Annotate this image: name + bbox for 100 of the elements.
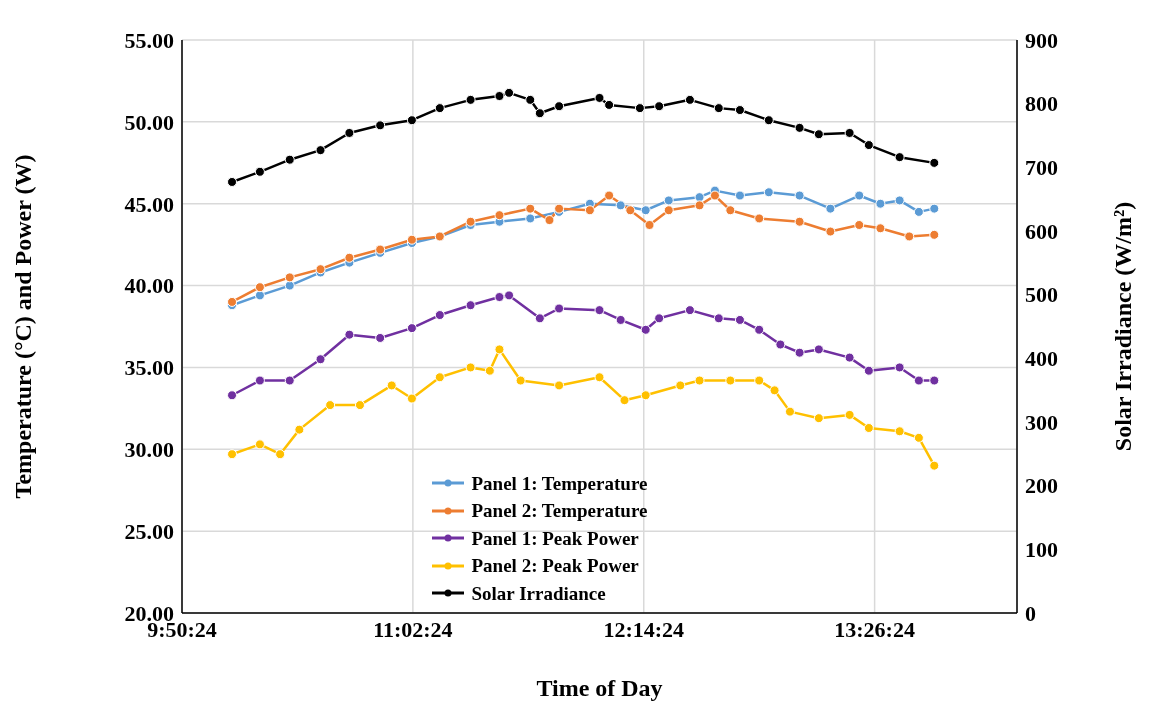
x-tick-label: 13:26:24 (834, 616, 915, 642)
point (275, 449, 286, 460)
point (544, 215, 555, 226)
point (775, 339, 786, 350)
point (894, 362, 905, 373)
point (640, 324, 651, 335)
point (227, 296, 238, 307)
point (494, 210, 505, 221)
point (515, 375, 526, 386)
point (894, 195, 905, 206)
y2-tick-label: 600 (1025, 218, 1058, 244)
y-tick-label: 40.00 (124, 273, 174, 299)
point (584, 205, 595, 216)
point (825, 226, 836, 237)
point (794, 122, 805, 133)
point (904, 231, 915, 242)
point (494, 344, 505, 355)
point (525, 94, 536, 105)
point (913, 375, 924, 386)
point (854, 190, 865, 201)
point (894, 426, 905, 437)
legend-label: Panel 2: Peak Power (471, 554, 639, 578)
point (465, 300, 476, 311)
point (344, 329, 355, 340)
point (284, 375, 295, 386)
point (663, 205, 674, 216)
point (725, 205, 736, 216)
point (929, 229, 940, 240)
point (844, 127, 855, 138)
point (554, 101, 565, 112)
point (525, 213, 536, 224)
y2-tick-label: 900 (1025, 27, 1058, 53)
point (386, 380, 397, 391)
point (684, 305, 695, 316)
point (315, 145, 326, 156)
point (465, 94, 476, 105)
point (284, 272, 295, 283)
point (504, 290, 515, 301)
y2-tick-label: 0 (1025, 600, 1036, 626)
point (375, 120, 386, 131)
point (734, 190, 745, 201)
point (534, 108, 545, 119)
point (694, 375, 705, 386)
point (825, 203, 836, 214)
point (709, 190, 720, 201)
point (619, 395, 630, 406)
point (694, 200, 705, 211)
point (863, 423, 874, 433)
point (844, 409, 855, 420)
point (484, 365, 495, 376)
point (794, 216, 805, 227)
point (325, 400, 336, 411)
point (929, 460, 940, 471)
point (406, 234, 417, 245)
y-tick-label: 35.00 (124, 355, 174, 381)
point (254, 290, 265, 301)
point (434, 103, 445, 114)
point (344, 252, 355, 263)
point (794, 190, 805, 201)
point (813, 344, 824, 355)
y2-tick-label: 300 (1025, 409, 1058, 435)
point (504, 87, 515, 98)
point (554, 303, 565, 314)
point (594, 92, 605, 103)
point (434, 310, 445, 321)
point (294, 424, 305, 435)
point (769, 385, 780, 396)
point (734, 105, 745, 116)
y2-axis-title: Solar Irradiance (W/m²) (1109, 201, 1136, 452)
y-tick-label: 30.00 (124, 437, 174, 463)
point (863, 365, 874, 376)
point (634, 103, 645, 114)
point (315, 354, 326, 365)
point (615, 200, 626, 211)
point (754, 375, 765, 386)
point (554, 380, 565, 391)
point (254, 282, 265, 293)
point (406, 115, 417, 126)
point (875, 198, 886, 209)
point (594, 305, 605, 316)
point (754, 324, 765, 335)
point (754, 213, 765, 224)
point (406, 323, 417, 334)
point (525, 203, 536, 214)
legend-label: Solar Irradiance (471, 581, 606, 606)
point (734, 314, 745, 325)
point (254, 375, 265, 386)
point (604, 99, 615, 110)
point (725, 375, 736, 386)
point (663, 195, 674, 206)
point (813, 129, 824, 140)
y2-tick-label: 800 (1025, 91, 1058, 117)
point (494, 91, 505, 102)
y-axis-title: Temperature (°C) and Power (W) (9, 154, 36, 499)
point (534, 313, 545, 324)
point (675, 380, 686, 391)
x-tick-label: 11:02:24 (373, 616, 453, 642)
legend-label: Panel 2: Temperature (471, 499, 648, 523)
legend-label: Panel 1: Peak Power (471, 526, 639, 551)
y2-tick-label: 200 (1025, 473, 1058, 499)
